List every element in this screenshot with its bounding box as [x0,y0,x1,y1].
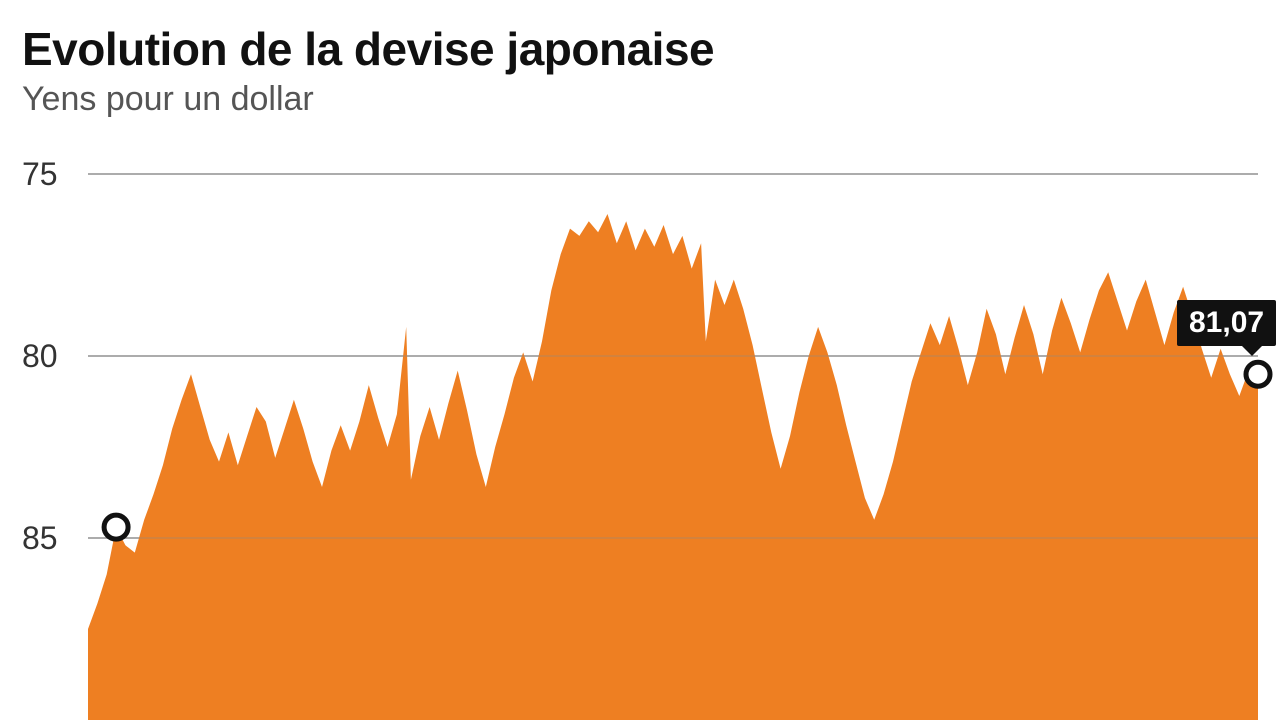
last-value-callout: 81,07 [1177,300,1276,346]
chart-stage: Evolution de la devise japonaise Yens po… [0,0,1280,720]
y-tick-label: 75 [22,156,58,193]
y-tick-label: 85 [22,520,58,557]
y-tick-label: 80 [22,338,58,375]
area-chart [0,0,1280,720]
